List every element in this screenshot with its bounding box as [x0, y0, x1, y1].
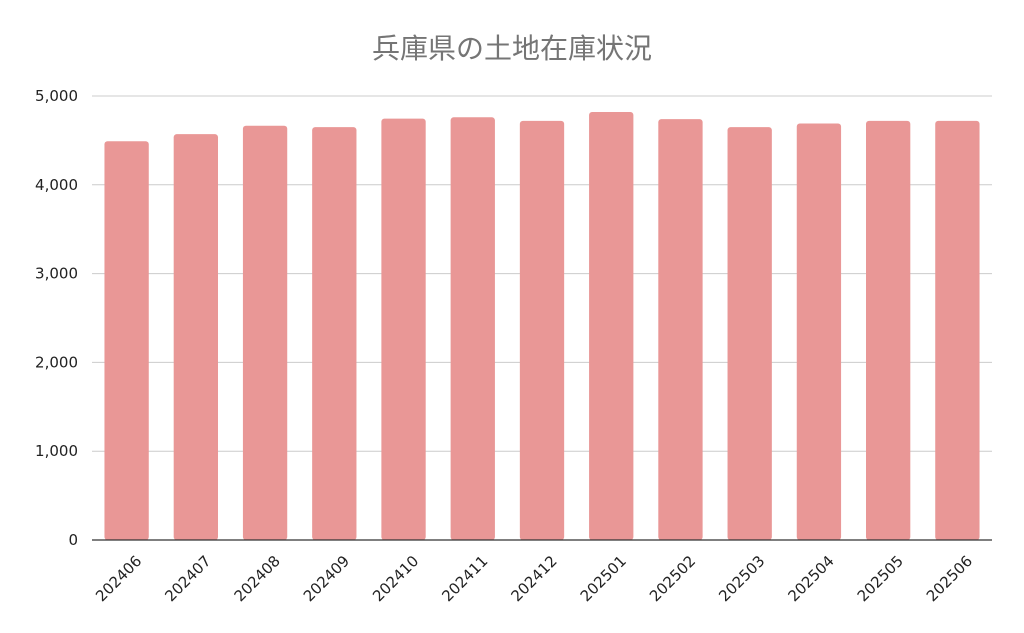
y-tick-label: 3,000 [35, 265, 78, 283]
x-tick-label: 202407 [161, 552, 214, 605]
bar-202503 [727, 127, 772, 540]
bar-202501 [589, 111, 634, 540]
y-tick-label: 1,000 [35, 442, 78, 460]
bar-202410 [381, 118, 426, 541]
x-tick-label: 202408 [231, 552, 284, 605]
bar-202406 [104, 141, 149, 540]
bar-202411 [450, 117, 495, 540]
bar-202504 [796, 123, 842, 540]
chart-title: 兵庫県の土地在庫状況 [372, 32, 652, 65]
y-axis-ticks: 0 1,000 2,000 3,000 4,000 5,000 [35, 87, 78, 549]
bar-202506 [935, 120, 980, 540]
x-tick-label: 202505 [854, 552, 907, 605]
y-tick-label: 4,000 [35, 176, 78, 194]
bar-202412 [519, 120, 565, 540]
x-tick-label: 202409 [300, 552, 353, 605]
x-tick-label: 202412 [508, 552, 561, 605]
x-axis-ticks: 202406 202407 202408 202409 202410 202411 2024… [92, 552, 976, 605]
x-tick-label: 202411 [438, 552, 491, 605]
bar-202407 [173, 134, 218, 540]
bars [104, 111, 980, 541]
y-tick-label: 5,000 [35, 87, 78, 105]
y-tick-label: 0 [68, 531, 78, 549]
x-tick-label: 202410 [369, 552, 422, 605]
y-tick-label: 2,000 [35, 353, 78, 371]
x-tick-label: 202501 [577, 552, 630, 605]
bar-202502 [658, 119, 703, 540]
x-tick-label: 202406 [92, 552, 145, 605]
bar-202408 [242, 125, 288, 541]
x-tick-label: 202504 [784, 552, 837, 605]
bar-202409 [312, 127, 357, 540]
x-tick-label: 202503 [715, 552, 768, 605]
x-tick-label: 202506 [923, 552, 976, 605]
bar-202505 [866, 120, 911, 540]
x-tick-label: 202502 [646, 552, 699, 605]
